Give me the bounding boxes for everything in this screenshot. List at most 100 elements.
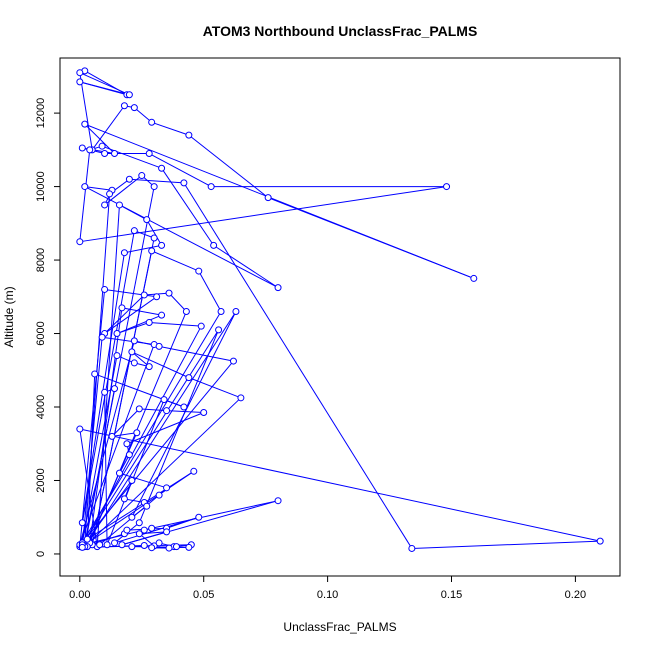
y-tick-label: 10000 xyxy=(35,171,47,202)
chart-title: ATOM3 Northbound UnclassFrac_PALMS xyxy=(203,23,478,39)
data-point xyxy=(229,357,237,365)
series-line-segment xyxy=(138,329,220,523)
series-line-segment xyxy=(149,322,202,327)
data-point xyxy=(78,519,86,527)
series-line-segment xyxy=(79,186,447,243)
series-line-segment xyxy=(79,72,130,96)
data-point xyxy=(78,543,86,551)
data-point xyxy=(143,502,151,510)
series-line-segment xyxy=(79,81,130,96)
series-line-segment xyxy=(104,294,145,334)
series-line-segment xyxy=(148,153,212,188)
data-point xyxy=(91,370,99,378)
data-point xyxy=(237,394,245,402)
data-point xyxy=(98,333,106,341)
data-point xyxy=(195,513,203,521)
y-tick-label: 12000 xyxy=(35,98,47,129)
data-point xyxy=(185,131,193,139)
data-point xyxy=(172,543,180,551)
data-point xyxy=(118,304,126,312)
y-axis: 0 2000 4000 6000 8000 10000 12000 xyxy=(35,98,60,557)
data-point xyxy=(145,363,153,371)
series-line-segment xyxy=(104,175,143,206)
data-point xyxy=(111,150,119,158)
y-tick-label: 8000 xyxy=(35,248,47,272)
data-point xyxy=(113,330,121,338)
series-line-segment xyxy=(84,397,242,547)
series-line-segment xyxy=(139,408,167,412)
data-point xyxy=(155,491,163,499)
series-line-segment xyxy=(188,134,269,198)
data-point xyxy=(182,307,190,315)
data-point xyxy=(217,307,225,315)
series-line-segment xyxy=(116,322,150,335)
y-tick-label: 4000 xyxy=(35,395,47,419)
series-line-segment xyxy=(134,230,155,239)
data-point xyxy=(158,164,166,172)
data-point xyxy=(596,537,604,545)
data-point xyxy=(148,544,156,552)
x-axis-label: UnclassFrac_PALMS xyxy=(283,620,396,634)
series-line-segment xyxy=(151,121,190,136)
series-line-segment xyxy=(161,167,215,246)
series-line-segment xyxy=(198,270,222,312)
series-line-segment xyxy=(411,540,601,549)
data-point xyxy=(120,495,128,503)
data-point xyxy=(101,285,109,293)
data-point xyxy=(96,541,104,549)
series-line-segment xyxy=(131,351,190,379)
series-line-segment xyxy=(99,494,160,546)
y-axis-label: Altitude (m) xyxy=(2,286,16,347)
data-point xyxy=(130,227,138,235)
data-point xyxy=(130,359,138,367)
series-line-segment xyxy=(188,377,242,399)
series-line-segment xyxy=(79,344,155,545)
series-line-segment xyxy=(81,480,133,547)
data-point xyxy=(78,144,86,152)
data-point xyxy=(125,91,133,99)
data-point xyxy=(140,291,148,299)
data-point xyxy=(81,183,89,191)
data-series xyxy=(76,67,604,552)
series-line-segment xyxy=(81,325,202,547)
plot-frame xyxy=(59,57,621,577)
data-point xyxy=(128,543,136,551)
data-point xyxy=(145,319,153,327)
data-point xyxy=(106,190,114,198)
series-line-segment xyxy=(79,72,93,150)
series-line-segment xyxy=(134,107,153,123)
data-point xyxy=(150,183,158,191)
data-point xyxy=(133,429,141,437)
data-point xyxy=(148,118,156,126)
data-point xyxy=(86,146,94,154)
series-line-segment xyxy=(84,186,113,191)
data-point xyxy=(113,352,121,360)
x-tick-label: 0.05 xyxy=(193,589,214,601)
series-line-segment xyxy=(84,388,116,547)
data-point xyxy=(443,183,451,191)
x-tick-label: 0.00 xyxy=(69,589,90,601)
data-point xyxy=(148,524,156,532)
data-point xyxy=(215,326,223,334)
x-axis: 0.00 0.05 0.10 0.15 0.20 xyxy=(69,576,586,601)
series-line-segment xyxy=(104,296,157,334)
data-point xyxy=(128,348,136,356)
y-tick-label: 6000 xyxy=(35,321,47,345)
series-line-segment xyxy=(131,351,150,367)
series-line-segment xyxy=(104,288,157,298)
data-point xyxy=(408,544,416,552)
series-line-segment xyxy=(101,145,162,169)
series-line-segment xyxy=(104,392,108,545)
data-point xyxy=(101,201,109,209)
data-point xyxy=(148,247,156,255)
series-line-segment xyxy=(84,186,279,289)
series-line-segment xyxy=(106,399,165,545)
data-point xyxy=(76,78,84,86)
data-point xyxy=(163,484,171,492)
data-point xyxy=(111,385,119,393)
y-tick-label: 0 xyxy=(35,551,47,557)
data-point xyxy=(120,249,128,257)
data-point xyxy=(108,432,116,440)
data-point xyxy=(76,425,84,433)
y-tick-label: 2000 xyxy=(35,468,47,492)
